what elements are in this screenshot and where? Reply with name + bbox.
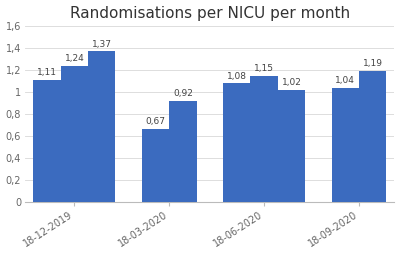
Text: 1,11: 1,11: [37, 68, 57, 77]
Text: 1,08: 1,08: [227, 72, 247, 81]
Bar: [34, 80, 61, 202]
Text: 1,02: 1,02: [282, 78, 301, 87]
Bar: [88, 51, 115, 202]
Bar: [332, 88, 359, 202]
Bar: [61, 66, 88, 202]
Bar: [359, 71, 386, 202]
Bar: [169, 101, 196, 202]
Text: 1,04: 1,04: [335, 76, 355, 85]
Text: 1,37: 1,37: [92, 40, 112, 49]
Text: 1,19: 1,19: [362, 59, 382, 68]
Text: 0,92: 0,92: [173, 89, 193, 98]
Bar: [250, 75, 278, 202]
Text: 1,24: 1,24: [64, 54, 84, 63]
Text: 1,15: 1,15: [254, 64, 274, 73]
Bar: [278, 90, 305, 202]
Text: 0,67: 0,67: [146, 117, 166, 126]
Title: Randomisations per NICU per month: Randomisations per NICU per month: [70, 6, 350, 21]
Bar: [223, 83, 250, 202]
Bar: [142, 129, 169, 202]
